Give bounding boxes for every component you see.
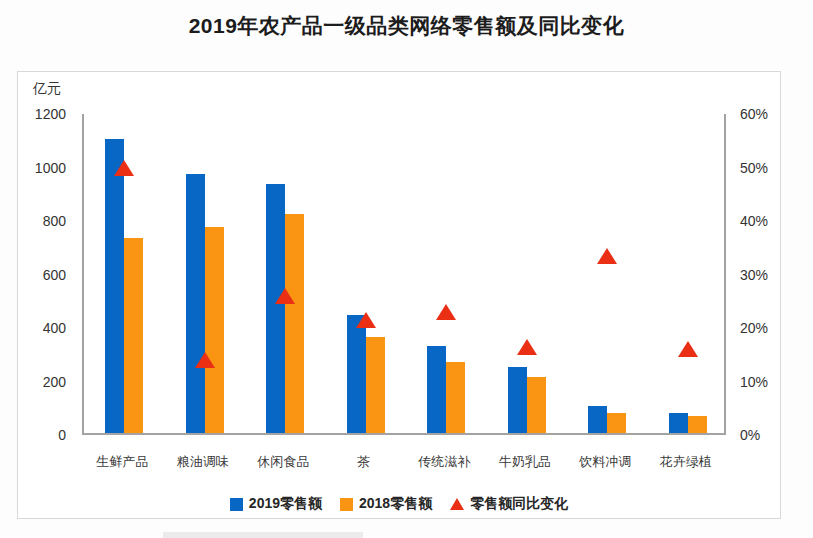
x-axis-label: 传统滋补 [402, 453, 486, 471]
plot-area [82, 114, 726, 435]
x-axis-label: 粮油调味 [161, 453, 245, 471]
growth-triangle-marker [195, 352, 215, 368]
legend-label-growth: 零售额同比变化 [470, 495, 568, 513]
bottom-edge-artifact [163, 532, 363, 538]
y-tick-left: 1000 [18, 160, 66, 176]
growth-triangle-marker [275, 288, 295, 304]
bar-2018 [688, 416, 707, 433]
y-tick-right: 60% [740, 106, 782, 122]
bar-2018 [527, 377, 546, 433]
y-tick-right: 20% [740, 320, 782, 336]
bar-2019 [508, 367, 527, 433]
y-tick-right: 40% [740, 213, 782, 229]
bar-2019 [347, 315, 366, 433]
chart-page: 2019年农产品一级品类网络零售额及同比变化 亿元 0 200 400 600 800 1… [0, 0, 813, 538]
x-axis-label: 饮料冲调 [563, 453, 647, 471]
x-axis-label: 茶 [322, 453, 406, 471]
bar-2018 [366, 337, 385, 433]
y-tick-left: 1200 [18, 106, 66, 122]
x-axis-label: 牛奶乳品 [483, 453, 567, 471]
bar-2018 [607, 413, 626, 433]
legend-label-2018: 2018零售额 [359, 495, 432, 513]
y-tick-right: 50% [740, 160, 782, 176]
bar-2019 [588, 406, 607, 433]
growth-triangle-marker [114, 160, 134, 176]
legend-item-2018: 2018零售额 [340, 495, 432, 513]
x-axis-label: 休闲食品 [241, 453, 325, 471]
growth-triangle-marker [597, 248, 617, 264]
legend-swatch-2018-icon [340, 498, 353, 511]
y-tick-left: 800 [18, 213, 66, 229]
growth-triangle-marker [517, 339, 537, 355]
y-tick-right: 10% [740, 374, 782, 390]
x-axis-label: 花卉绿植 [644, 453, 728, 471]
chart-panel: 亿元 0 200 400 600 800 1000 1200 0% 10% 20% 30% 40% 5… [17, 71, 781, 519]
y-tick-right: 30% [740, 267, 782, 283]
bar-2019 [266, 184, 285, 433]
legend-triangle-icon [450, 498, 464, 510]
y-tick-left: 600 [18, 267, 66, 283]
x-axis-label: 生鲜产品 [80, 453, 164, 471]
bar-2018 [285, 214, 304, 433]
bar-2019 [427, 346, 446, 433]
legend-label-2019: 2019零售额 [249, 495, 322, 513]
legend: 2019零售额 2018零售额 零售额同比变化 [18, 495, 780, 513]
growth-triangle-marker [678, 341, 698, 357]
bar-2019 [186, 174, 205, 433]
bar-2019 [669, 413, 688, 433]
bar-2018 [446, 362, 465, 433]
y-tick-left: 400 [18, 320, 66, 336]
chart-title: 2019年农产品一级品类网络零售额及同比变化 [0, 12, 813, 40]
y-tick-right: 0% [740, 427, 782, 443]
growth-triangle-marker [436, 304, 456, 320]
legend-swatch-2019-icon [230, 498, 243, 511]
left-axis-unit-label: 亿元 [33, 80, 61, 98]
bar-2018 [124, 238, 143, 433]
bar-2018 [205, 227, 224, 433]
y-tick-left: 200 [18, 374, 66, 390]
growth-triangle-marker [356, 312, 376, 328]
legend-item-2019: 2019零售额 [230, 495, 322, 513]
bar-2019 [105, 139, 124, 433]
y-tick-left: 0 [18, 427, 66, 443]
legend-item-growth: 零售额同比变化 [450, 495, 568, 513]
